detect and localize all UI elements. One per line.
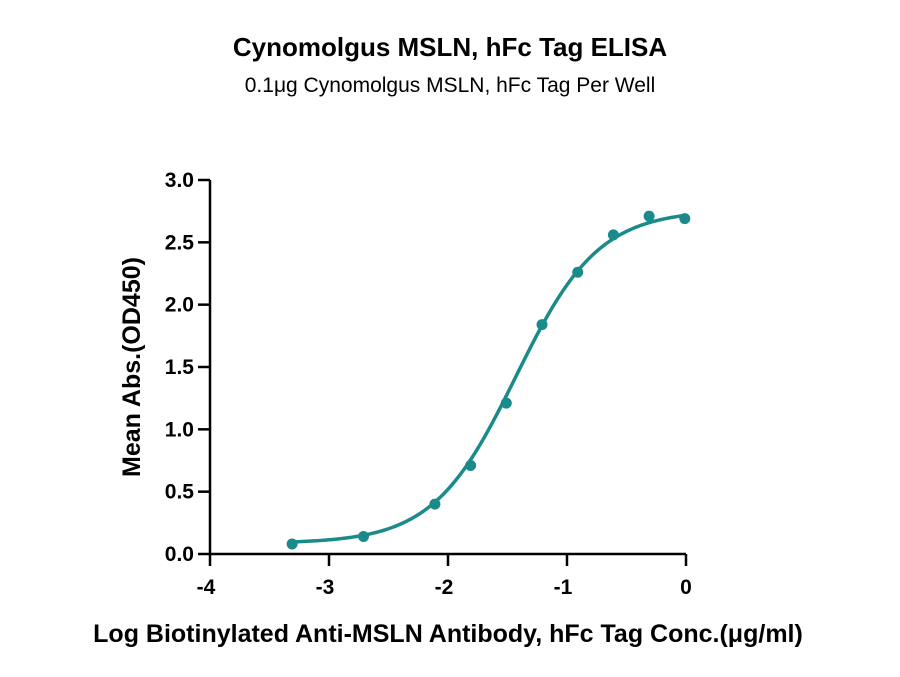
y-tick-label: 1.0 bbox=[165, 418, 194, 441]
fit-curve bbox=[292, 213, 687, 544]
data-point bbox=[679, 213, 691, 225]
y-tick-label: 2.5 bbox=[165, 231, 195, 254]
data-point bbox=[643, 210, 655, 222]
y-tick-label: 1.5 bbox=[165, 356, 195, 379]
x-tick-label: -4 bbox=[197, 576, 216, 599]
data-point bbox=[607, 229, 619, 241]
data-point bbox=[465, 459, 477, 471]
data-points bbox=[286, 210, 691, 550]
x-tick-label: -2 bbox=[435, 576, 454, 599]
y-ticks: 0.0 0.5 1.0 1.5 2.0 2.5 3.0 bbox=[165, 169, 210, 566]
y-axis-title: Mean Abs.(OD450) bbox=[118, 257, 146, 477]
data-point bbox=[429, 498, 441, 510]
data-point bbox=[572, 266, 584, 278]
x-ticks: -4 -3 -2 -1 0 bbox=[197, 554, 692, 599]
y-tick-label: 0.0 bbox=[165, 543, 194, 566]
y-tick-label: 2.0 bbox=[165, 294, 194, 317]
y-tick-label: 0.5 bbox=[165, 481, 195, 504]
x-tick-label: -1 bbox=[554, 576, 573, 599]
x-axis-title: Log Biotinylated Anti-MSLN Antibody, hFc… bbox=[93, 620, 803, 648]
chart-subtitle: 0.1μg Cynomolgus MSLN, hFc Tag Per Well bbox=[245, 74, 656, 97]
data-point bbox=[536, 319, 548, 331]
data-point bbox=[358, 531, 370, 543]
data-point bbox=[500, 397, 512, 409]
y-tick-label: 3.0 bbox=[165, 169, 194, 192]
data-point bbox=[286, 538, 298, 550]
x-tick-label: 0 bbox=[680, 576, 692, 599]
x-tick-label: -3 bbox=[316, 576, 335, 599]
chart-title: Cynomolgus MSLN, hFc Tag ELISA bbox=[233, 32, 668, 62]
